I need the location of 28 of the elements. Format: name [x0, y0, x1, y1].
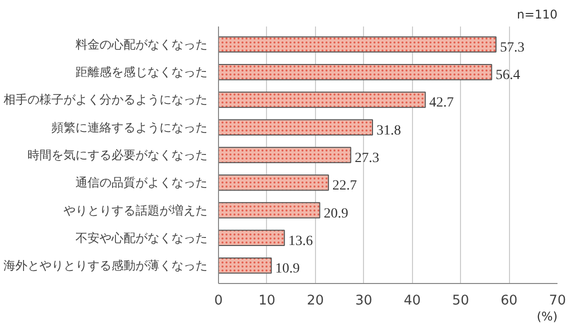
x-tick-label: 60 — [500, 294, 518, 308]
y-tick-label: 相手の様子がよく分かるようになった — [4, 92, 208, 107]
data-label: 13.6 — [288, 234, 313, 249]
data-label: 10.9 — [275, 262, 300, 277]
y-tick-label: 時間を気にする必要がなくなった — [28, 148, 208, 162]
x-tick-label: 50 — [452, 294, 470, 308]
y-tick-label: 頻繁に連絡するようになった — [52, 120, 208, 134]
x-tick-label: 70 — [549, 294, 566, 308]
x-tick-label: 40 — [404, 294, 421, 308]
data-label: 56.4 — [496, 68, 520, 84]
x-tick-label: 0 — [214, 294, 223, 308]
data-label: 20.9 — [324, 206, 348, 222]
y-tick-label: 通信の品質がよくなった — [76, 176, 208, 190]
x-axis-title: (%) — [536, 310, 558, 323]
x-tick-label: 20 — [306, 294, 324, 308]
data-label: 27.3 — [354, 151, 380, 166]
y-tick-label: 海外とやりとりする感動が薄くなった — [4, 258, 208, 273]
data-label: 42.7 — [429, 96, 454, 111]
y-tick-label: 距離感を感じなくなった — [76, 65, 208, 80]
x-tick-label: 30 — [355, 294, 372, 308]
data-label: 31.8 — [376, 123, 402, 138]
text: n=110 — [516, 8, 558, 22]
data-label: 22.7 — [332, 178, 357, 194]
x-tick-label: 10 — [258, 294, 276, 308]
y-tick-label: 不安や心配がなくなった — [76, 230, 208, 245]
y-tick-label: 料金の心配がなくなった — [76, 37, 208, 52]
data-label: 57.3 — [500, 40, 524, 56]
y-tick-label: やりとりする話題が増えた — [64, 203, 208, 218]
